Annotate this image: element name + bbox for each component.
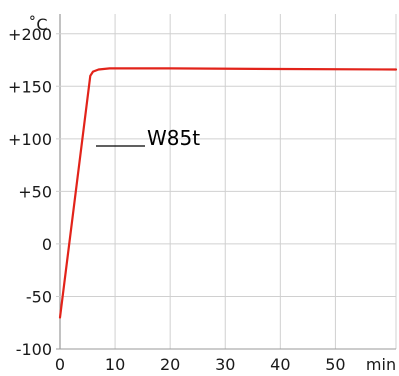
x-tick-label: 10 bbox=[105, 355, 125, 374]
legend: W85t bbox=[96, 126, 200, 150]
y-tick-label: +100 bbox=[8, 130, 52, 149]
x-tick-label: 0 bbox=[55, 355, 65, 374]
y-tick-label: 0 bbox=[42, 235, 52, 254]
legend-label: W85t bbox=[147, 126, 200, 150]
y-tick-label: +150 bbox=[8, 77, 52, 96]
x-axis-ticks: 0 10 20 30 40 50 bbox=[55, 355, 346, 374]
x-tick-label: 40 bbox=[270, 355, 290, 374]
grid bbox=[56, 14, 397, 350]
series-layer bbox=[58, 67, 398, 319]
y-tick-label: -50 bbox=[26, 287, 52, 306]
y-axis-unit-label: ˚C bbox=[28, 15, 47, 34]
y-tick-label: +50 bbox=[18, 182, 52, 201]
y-tick-label: -100 bbox=[16, 340, 52, 359]
y-tick-label: +200 bbox=[8, 25, 52, 44]
y-axis-ticks: +200 +150 +100 +50 0 -50 -100 bbox=[8, 25, 52, 359]
series-line bbox=[58, 67, 398, 319]
x-tick-label: 30 bbox=[215, 355, 235, 374]
x-tick-label: 50 bbox=[325, 355, 345, 374]
x-axis-unit-label: min bbox=[366, 355, 396, 374]
x-tick-label: 20 bbox=[160, 355, 180, 374]
